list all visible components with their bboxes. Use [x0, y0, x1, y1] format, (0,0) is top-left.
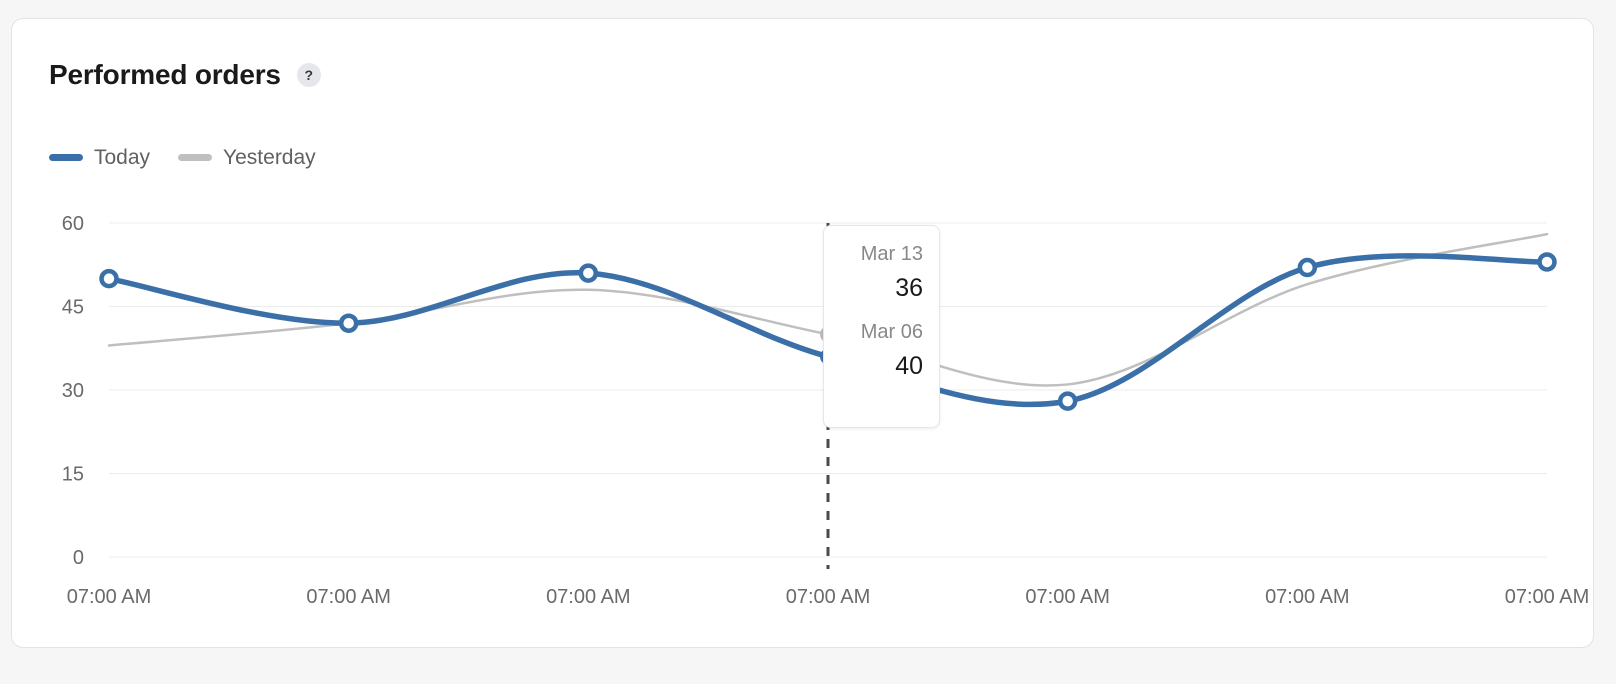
y-tick-label: 60: [62, 213, 84, 235]
data-point-marker[interactable]: [1537, 252, 1557, 272]
data-point-marker[interactable]: [1297, 257, 1318, 278]
x-tick-label: 07:00 AM: [786, 586, 871, 608]
tooltip-value-yesterday: 40: [895, 352, 923, 380]
data-point-marker[interactable]: [578, 263, 599, 283]
tooltip-label-yesterday: Mar 06: [860, 321, 923, 343]
data-point-marker[interactable]: [99, 268, 119, 289]
x-tick-label: 07:00 AM: [1265, 586, 1350, 608]
card-header: Performed orders ?: [49, 61, 321, 89]
tooltip-value-today: 36: [895, 274, 923, 302]
y-tick-label: 30: [62, 380, 84, 402]
chart-legend: Today Yesterday: [49, 147, 316, 168]
legend-swatch-today: [49, 154, 83, 161]
legend-swatch-yesterday: [178, 154, 213, 161]
page-title: Performed orders: [49, 59, 281, 90]
chart-y-axis-labels: 0 15 30 45 60: [62, 213, 84, 569]
question-mark-icon[interactable]: ?: [296, 63, 321, 87]
x-tick-label: 07:00 AM: [546, 586, 631, 608]
x-tick-label: 07:00 AM: [306, 586, 391, 608]
chart-x-axis-labels: 07:00 AM 07:00 AM 07:00 AM 07:00 AM 07:00 AM…: [67, 586, 1590, 608]
legend-item-today[interactable]: Today: [49, 147, 150, 168]
legend-item-yesterday[interactable]: Yesterday: [178, 147, 316, 168]
legend-label-today: Today: [94, 146, 151, 169]
legend-label-yesterday: Yesterday: [223, 146, 316, 169]
x-tick-label: 07:00 AM: [67, 586, 152, 608]
performed-orders-card: Performed orders ? Today Yesterday 0 15 30…: [11, 18, 1594, 648]
y-tick-label: 15: [62, 464, 84, 486]
data-point-marker[interactable]: [1057, 391, 1078, 411]
data-point-marker[interactable]: [338, 313, 359, 333]
x-tick-label: 07:00 AM: [1025, 586, 1110, 608]
hover-tooltip: Mar 13 36 Mar 06 40: [823, 225, 940, 428]
x-tick-label: 07:00 AM: [1505, 586, 1590, 608]
y-tick-label: 45: [62, 297, 84, 319]
chart-plot-area: 0 15 30 45 60 07:00 AM 07:00 AM 07:00 AM 07:00 …: [12, 19, 1595, 649]
y-tick-label: 0: [73, 547, 84, 569]
tooltip-label-today: Mar 13: [860, 243, 923, 265]
